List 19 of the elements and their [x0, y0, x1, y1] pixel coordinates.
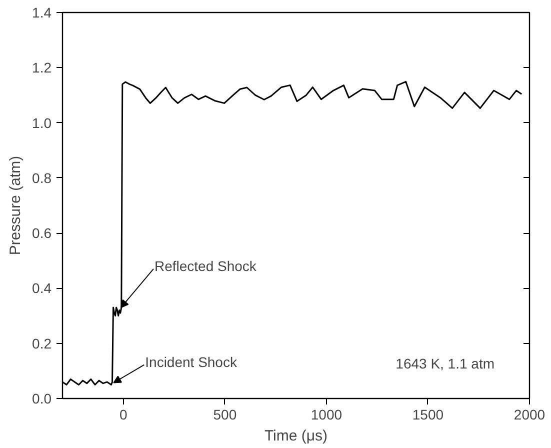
- y-tick-label: 0.8: [32, 170, 52, 186]
- x-tick-label: 1000: [310, 406, 342, 422]
- x-axis-title: Time (μs): [264, 428, 328, 444]
- y-tick-label: 1.0: [32, 114, 52, 131]
- y-tick-label: 0.6: [32, 225, 52, 242]
- x-tick-label: 1500: [412, 406, 444, 422]
- x-tick-label: 500: [213, 406, 237, 422]
- y-tick-label: 0.2: [32, 335, 52, 352]
- y-axis-title: Pressure (atm): [7, 156, 24, 256]
- x-tick-label: 2000: [514, 406, 546, 422]
- y-tick-label: 0.4: [32, 280, 52, 296]
- x-tick-label: 0: [120, 406, 128, 422]
- annotation: Incident Shock: [145, 354, 238, 370]
- y-tick-label: 1.2: [32, 60, 52, 76]
- line-series: [62, 80, 522, 386]
- annotation: Reflected Shock: [154, 258, 258, 274]
- annotation: 1643 K, 1.1 atm: [396, 355, 495, 372]
- y-tick-label: 1.4: [32, 4, 52, 20]
- y-tick-label: 0.0: [32, 390, 52, 406]
